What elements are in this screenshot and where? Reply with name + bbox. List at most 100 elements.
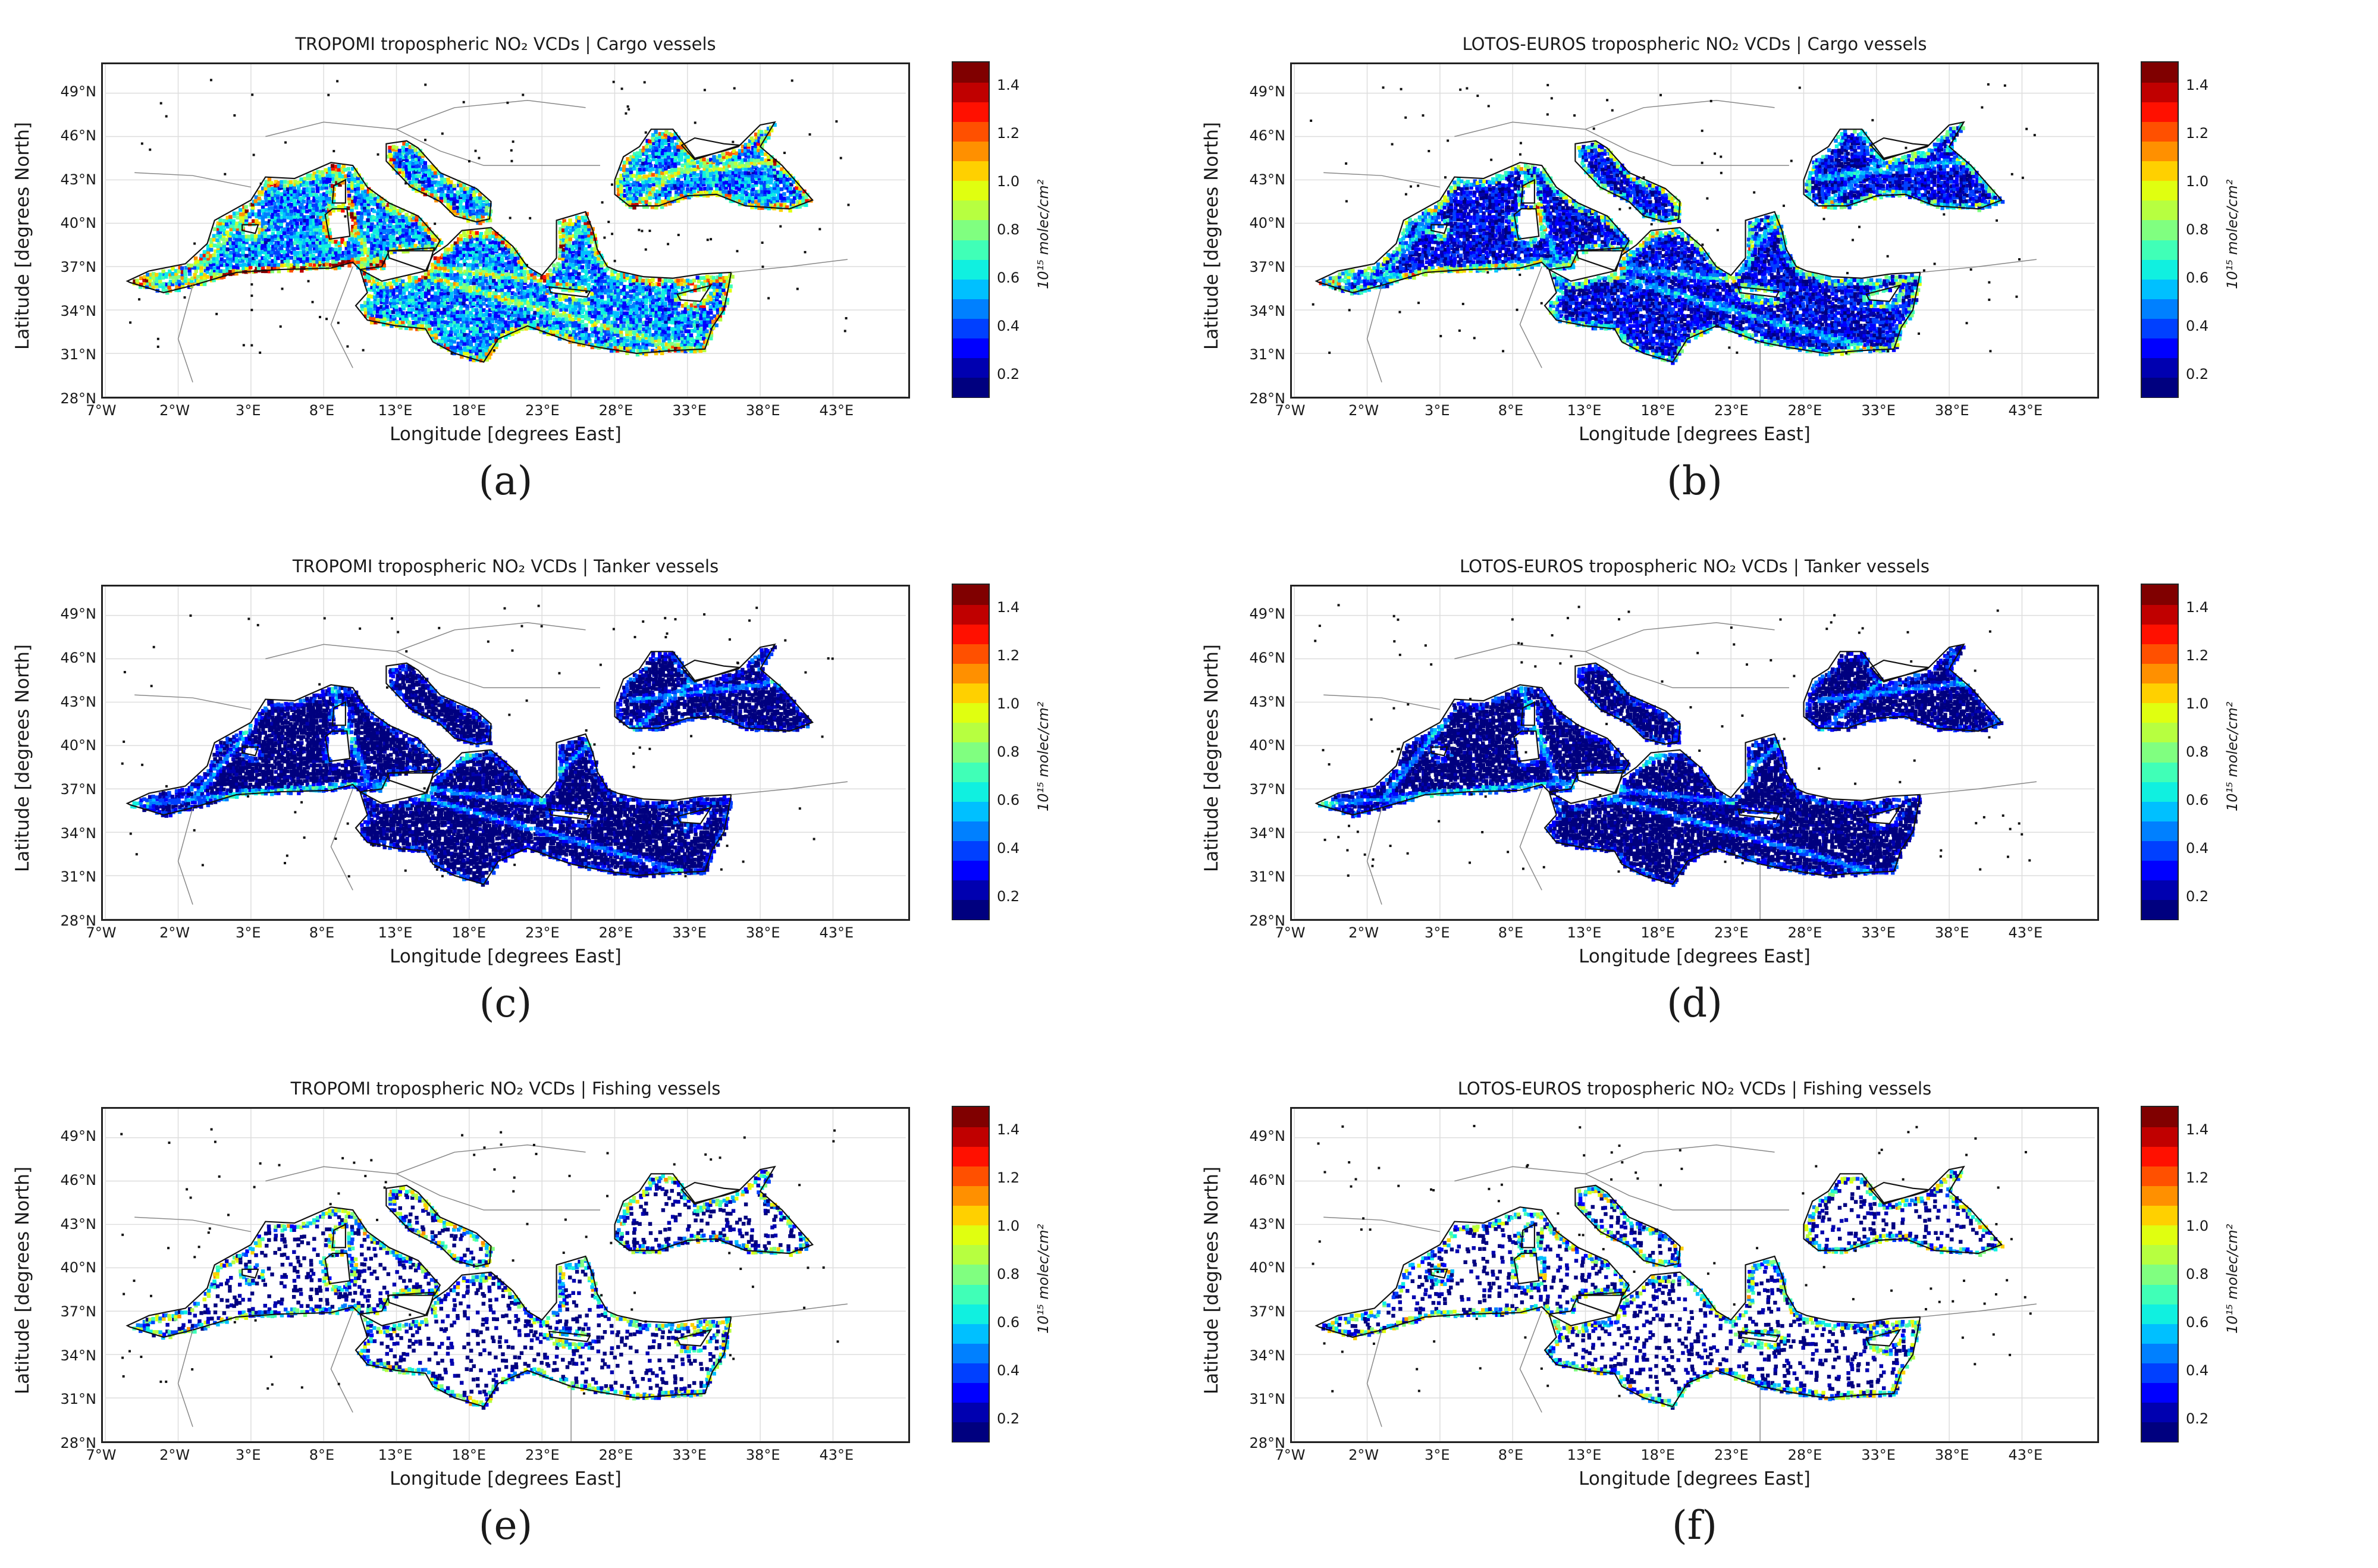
no2-pixel bbox=[241, 212, 246, 217]
no2-pixel bbox=[296, 180, 300, 185]
no2-pixel bbox=[296, 212, 300, 216]
no2-pixel bbox=[462, 247, 466, 251]
no2-pixel bbox=[443, 302, 447, 306]
no2-pixel bbox=[463, 326, 467, 330]
no2-pixel bbox=[670, 305, 675, 309]
no2-pixel bbox=[356, 190, 360, 195]
no2-pixel bbox=[570, 304, 575, 308]
no2-pixel bbox=[378, 286, 383, 290]
no2-pixel bbox=[616, 333, 620, 338]
no2-pixel bbox=[299, 179, 303, 184]
no2-pixel bbox=[584, 259, 589, 264]
no2-pixel bbox=[664, 189, 668, 193]
no2-pixel bbox=[517, 320, 522, 325]
no2-pixel bbox=[619, 174, 623, 178]
no2-pixel bbox=[469, 189, 473, 193]
no2-pixel bbox=[687, 317, 691, 321]
no2-pixel bbox=[363, 311, 368, 315]
no2-pixel bbox=[537, 272, 541, 277]
no2-pixel bbox=[300, 221, 304, 225]
no2-pixel bbox=[322, 183, 326, 187]
no2-pixel bbox=[331, 208, 335, 213]
no2-pixel bbox=[620, 272, 624, 277]
no2-pixel bbox=[293, 211, 297, 216]
no2-pixel bbox=[393, 288, 397, 292]
no2-pixel bbox=[135, 278, 139, 283]
no2-pixel bbox=[447, 196, 451, 200]
no2-pixel bbox=[325, 247, 330, 251]
no2-pixel bbox=[488, 246, 492, 251]
no2-pixel bbox=[373, 283, 377, 287]
no2-pixel bbox=[676, 180, 680, 185]
no2-pixel bbox=[564, 259, 569, 263]
no2-pixel bbox=[645, 342, 650, 347]
no2-pixel bbox=[391, 148, 396, 152]
no2-pixel bbox=[620, 193, 624, 197]
no2-pixel bbox=[393, 238, 397, 242]
no2-pixel bbox=[427, 308, 431, 312]
no2-pixel bbox=[481, 275, 486, 280]
no2-pixel bbox=[706, 285, 711, 290]
no2-pixel bbox=[276, 263, 281, 267]
no2-pixel bbox=[393, 206, 397, 210]
no2-pixel bbox=[261, 231, 265, 236]
no2-pixel bbox=[658, 305, 662, 309]
no2-pixel bbox=[450, 291, 454, 295]
no2-pixel bbox=[481, 316, 486, 321]
no2-pixel bbox=[453, 197, 457, 201]
no2-pixel bbox=[366, 237, 371, 242]
no2-pixel bbox=[686, 329, 691, 334]
no2-pixel bbox=[561, 313, 566, 317]
no2-pixel bbox=[577, 286, 582, 290]
no2-pixel bbox=[545, 329, 550, 333]
no2-pixel bbox=[328, 170, 332, 174]
no2-pixel bbox=[450, 189, 454, 194]
no2-pixel bbox=[634, 196, 639, 201]
no2-pixel bbox=[635, 153, 639, 158]
no2-pixel bbox=[632, 152, 637, 156]
no2-pixel bbox=[485, 303, 490, 308]
no2-pixel bbox=[540, 275, 544, 280]
no2-pixel bbox=[639, 303, 643, 308]
no2-pixel bbox=[471, 250, 475, 255]
no2-pixel bbox=[362, 231, 367, 236]
no2-pixel bbox=[456, 291, 460, 296]
no2-pixel bbox=[532, 320, 537, 325]
no2-pixel bbox=[628, 203, 632, 208]
no2-pixel bbox=[632, 314, 636, 318]
no2-pixel bbox=[423, 311, 428, 315]
no2-pixel bbox=[651, 150, 655, 155]
no2-pixel bbox=[302, 187, 306, 192]
no2-pixel bbox=[347, 184, 351, 188]
no2-pixel bbox=[597, 256, 601, 261]
no2-pixel bbox=[596, 294, 600, 298]
no2-pixel bbox=[578, 308, 582, 312]
no2-pixel bbox=[475, 249, 479, 253]
no2-pixel bbox=[520, 314, 524, 319]
no2-pixel bbox=[658, 162, 663, 166]
no2-pixel bbox=[664, 337, 669, 341]
no2-pixel bbox=[670, 327, 675, 331]
no2-pixel bbox=[295, 224, 300, 229]
no2-pixel bbox=[702, 282, 706, 286]
no2-pixel bbox=[363, 314, 368, 318]
no2-pixel bbox=[136, 281, 140, 286]
no2-pixel bbox=[269, 253, 274, 258]
no2-pixel bbox=[302, 190, 306, 195]
no2-pixel bbox=[513, 265, 518, 269]
no2-pixel bbox=[479, 340, 484, 344]
no2-pixel bbox=[431, 234, 435, 238]
no2-pixel bbox=[514, 302, 518, 306]
no2-pixel bbox=[356, 235, 361, 239]
no2-pixel bbox=[466, 294, 470, 299]
no2-pixel bbox=[607, 294, 611, 299]
no2-pixel bbox=[280, 249, 284, 253]
no2-pixel bbox=[670, 180, 675, 184]
no2-pixel bbox=[264, 180, 268, 184]
no2-pixel bbox=[325, 228, 330, 233]
no2-pixel bbox=[475, 327, 479, 331]
no2-pixel bbox=[452, 266, 456, 271]
no2-pixel bbox=[447, 284, 451, 289]
no2-pixel bbox=[500, 313, 504, 318]
no2-pixel bbox=[143, 281, 147, 286]
